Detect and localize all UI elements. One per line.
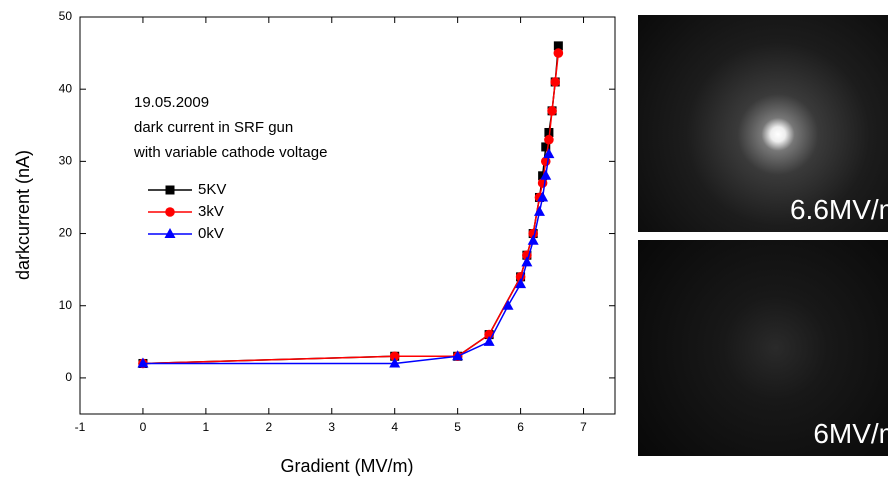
x-axis-title: Gradient (MV/m) bbox=[280, 456, 413, 476]
x-tick-label: -1 bbox=[75, 420, 86, 434]
legend-label: 0kV bbox=[198, 225, 224, 242]
marker bbox=[550, 77, 561, 87]
annotation: 19.05.2009 bbox=[134, 94, 209, 111]
image-label: 6MV/m bbox=[813, 418, 888, 449]
legend-marker bbox=[165, 185, 175, 195]
y-tick-label: 30 bbox=[59, 154, 73, 168]
marker bbox=[452, 350, 464, 361]
marker bbox=[544, 134, 554, 145]
y-tick-label: 0 bbox=[65, 370, 72, 384]
marker bbox=[537, 191, 549, 202]
marker bbox=[502, 299, 514, 310]
marker bbox=[515, 278, 527, 289]
marker bbox=[544, 127, 554, 137]
marker bbox=[553, 48, 564, 58]
legend-marker bbox=[165, 207, 175, 217]
legend-label: 3kV bbox=[198, 203, 224, 220]
x-tick-label: 0 bbox=[140, 420, 147, 434]
chart: 19.05.2009 dark current in SRF gun with … bbox=[13, 9, 616, 476]
y-tick-label: 10 bbox=[59, 298, 73, 312]
marker bbox=[540, 169, 552, 180]
x-tick-label: 1 bbox=[203, 420, 210, 434]
y-axis-title: darkcurrent (nA) bbox=[13, 150, 33, 280]
x-tick-label: 2 bbox=[265, 420, 272, 434]
y-tick-label: 20 bbox=[59, 226, 73, 240]
marker bbox=[137, 357, 149, 368]
image-label: 6.6MV/m bbox=[789, 194, 888, 225]
x-tick-label: 4 bbox=[391, 420, 398, 434]
camera-image: 6.6MV/m bbox=[638, 15, 888, 232]
marker bbox=[389, 357, 401, 368]
y-tick-label: 40 bbox=[59, 81, 73, 95]
marker bbox=[543, 148, 555, 159]
x-tick-label: 3 bbox=[328, 420, 335, 434]
legend-label: 5KV bbox=[198, 181, 226, 198]
marker bbox=[533, 205, 545, 216]
x-tick-label: 6 bbox=[517, 420, 524, 434]
legend-marker bbox=[164, 228, 176, 238]
marker bbox=[521, 256, 533, 267]
x-tick-label: 5 bbox=[454, 420, 461, 434]
marker bbox=[547, 106, 557, 116]
marker bbox=[483, 335, 495, 346]
camera-image: 6MV/m bbox=[638, 240, 888, 456]
marker bbox=[553, 41, 563, 51]
x-tick-label: 7 bbox=[580, 420, 587, 434]
plot-frame bbox=[79, 16, 616, 415]
y-tick-label: 50 bbox=[59, 9, 73, 23]
marker bbox=[527, 234, 539, 245]
annotation: dark current in SRF gun bbox=[134, 119, 293, 136]
marker bbox=[541, 142, 551, 152]
annotation: with variable cathode voltage bbox=[133, 144, 327, 161]
marker bbox=[389, 351, 400, 362]
